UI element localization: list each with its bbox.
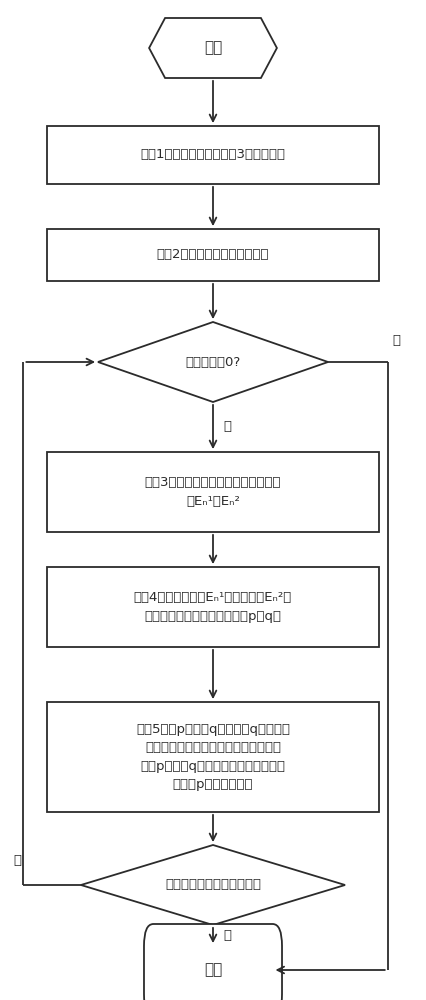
Text: 伴随式为全0?: 伴随式为全0? [185,356,241,368]
Bar [47,229,379,281]
Text: 否: 否 [224,420,232,434]
Text: 步骤1：初始化，测算步骤3的相关参数: 步骤1：初始化，测算步骤3的相关参数 [141,148,285,161]
Text: 达到设定的最大迭代次数？: 达到设定的最大迭代次数？ [165,879,261,892]
Bar [47,702,379,812]
Text: 结束: 结束 [204,962,222,978]
FancyBboxPatch shape [144,924,282,1000]
Text: 步骤2：计算校验矩阵的伴随式: 步骤2：计算校验矩阵的伴随式 [157,248,269,261]
Text: 是: 是 [392,334,400,347]
Text: 步骤4：根据主算法Eₙ¹及辅助算法Eₙ²分
别判定最可能错误的比特位置p及q；: 步骤4：根据主算法Eₙ¹及辅助算法Eₙ²分 别判定最可能错误的比特位置p及q； [134,591,292,623]
Polygon shape [98,322,328,402]
Bar [47,452,379,532]
Bar [47,567,379,647]
Polygon shape [81,845,345,925]
Polygon shape [149,18,277,78]
Text: 准备: 准备 [204,40,222,55]
Text: 步骤5：若p不同于q，且位置q对应的比
特此前未被主算法翻转过，则同时翻转
位置p和位置q对应的比特；否则，仅翻
转位置p对应的比特。: 步骤5：若p不同于q，且位置q对应的比 特此前未被主算法翻转过，则同时翻转 位置… [136,723,290,791]
Text: 是: 是 [224,929,232,942]
Text: 步骤3：计算主算法及辅助算法判决标
准Eₙ¹及Eₙ²: 步骤3：计算主算法及辅助算法判决标 准Eₙ¹及Eₙ² [145,476,281,508]
Text: 否: 否 [13,854,21,867]
Bar [47,126,379,184]
